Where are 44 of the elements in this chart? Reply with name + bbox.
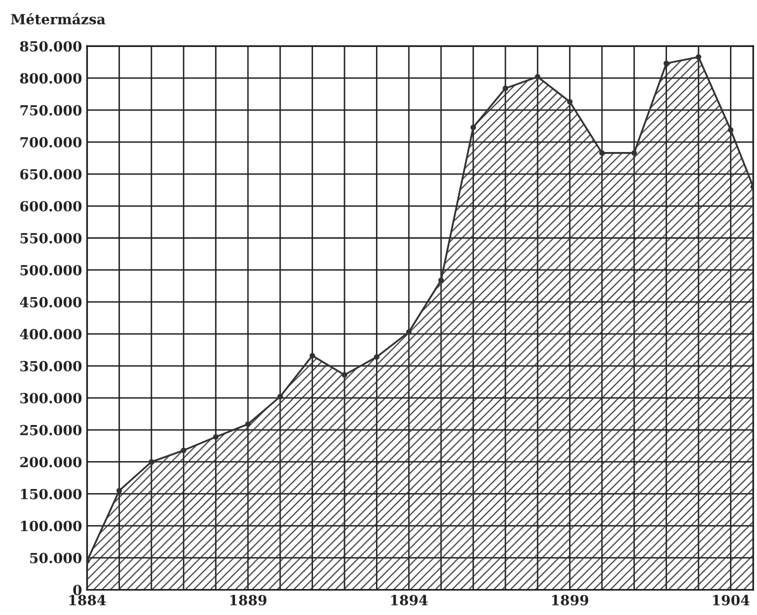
point <box>534 74 540 80</box>
y-tick-label: 850.000 <box>20 41 82 52</box>
point <box>406 329 412 335</box>
y-tick-label: 400.000 <box>20 328 82 340</box>
x-tick-label: 1884 <box>69 594 106 606</box>
y-axis-title: Métermázsa <box>11 13 106 24</box>
point <box>728 127 734 133</box>
point <box>502 86 508 92</box>
point <box>213 434 219 440</box>
x-tick-label: 1894 <box>391 594 428 606</box>
point <box>374 354 380 360</box>
y-tick-label: 200.000 <box>20 456 82 468</box>
y-tick-label: 600.000 <box>20 200 82 212</box>
x-tick-label: 1899 <box>552 594 588 606</box>
point <box>342 372 348 378</box>
point <box>245 421 251 427</box>
point <box>599 150 605 156</box>
y-tick-label: 250.000 <box>20 424 82 436</box>
y-tick-label: 150.000 <box>21 488 82 500</box>
point <box>470 124 476 130</box>
point <box>116 488 122 494</box>
x-tick-label: 1904 <box>713 594 750 606</box>
y-tick-label: 750.000 <box>20 105 82 116</box>
point <box>310 352 316 358</box>
y-tick-label: 700.000 <box>20 137 82 148</box>
y-tick-label: 650.000 <box>20 169 82 180</box>
point <box>631 150 637 156</box>
point <box>567 98 573 105</box>
point <box>696 54 702 60</box>
y-tick-label: 500.000 <box>20 264 82 276</box>
y-tick-label: 300.000 <box>20 392 82 404</box>
y-tick-label: 50.000 <box>30 552 82 564</box>
y-tick-label: 0 <box>73 584 82 596</box>
point <box>664 60 670 66</box>
point <box>148 459 154 465</box>
y-tick-label: 350.000 <box>20 360 82 372</box>
y-tick-label: 450.000 <box>20 296 82 308</box>
y-tick-label: 550.000 <box>20 232 82 244</box>
point <box>180 448 186 454</box>
x-tick-label: 1889 <box>230 594 266 606</box>
point <box>438 277 444 283</box>
point <box>277 394 283 400</box>
y-tick-label: 100.000 <box>21 520 82 532</box>
y-tick-label: 800.000 <box>20 73 82 84</box>
